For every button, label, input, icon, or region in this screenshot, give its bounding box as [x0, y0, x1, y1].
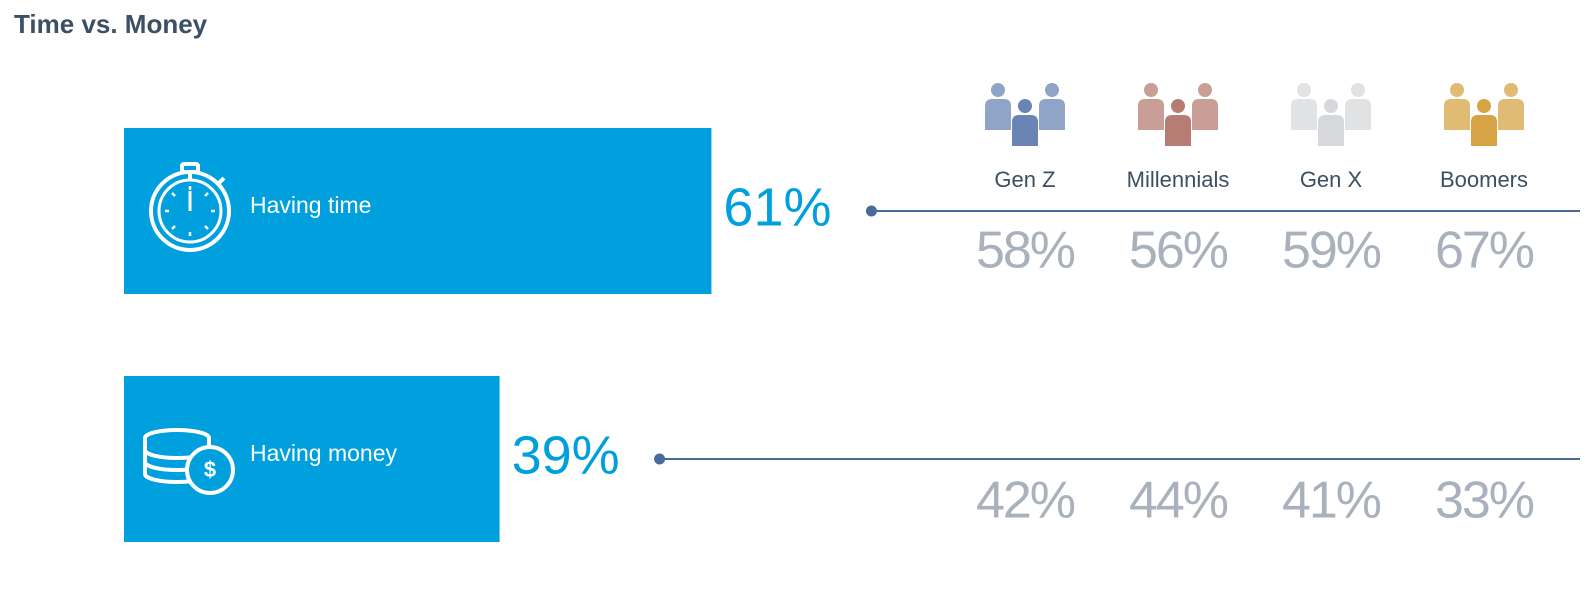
leader-dot [654, 453, 666, 465]
person-body [1291, 99, 1317, 130]
person-body [1039, 99, 1065, 130]
person-body [1345, 99, 1371, 130]
people-icon [1291, 83, 1371, 146]
legend-label: Millennials [1127, 167, 1230, 192]
chart-title: Time vs. Money [14, 9, 208, 39]
person-body [1138, 99, 1164, 130]
stopwatch-icon [149, 162, 231, 252]
series-value-label: 42% [976, 472, 1075, 530]
person-body [1498, 99, 1524, 130]
series-value-label: 33% [1435, 472, 1534, 530]
value-label: 39% [512, 425, 620, 485]
series-value-label: 67% [1435, 222, 1534, 280]
person-body [1012, 115, 1038, 146]
leader-dot [865, 205, 877, 217]
person-body [1444, 99, 1470, 130]
person-head [1351, 83, 1365, 97]
category-label: Having money [250, 440, 398, 466]
legend-label: Gen X [1300, 167, 1363, 192]
person-head [991, 83, 1005, 97]
bars [124, 128, 712, 542]
series-value-label: 56% [1129, 222, 1228, 280]
legend-label: Boomers [1440, 167, 1528, 192]
person-body [1318, 115, 1344, 146]
person-head [1144, 83, 1158, 97]
people-icon [1444, 83, 1524, 146]
person-head [1018, 99, 1032, 113]
person-head [1324, 99, 1338, 113]
person-body [1471, 115, 1497, 146]
people-icon [1138, 83, 1218, 146]
series-value-label: 59% [1282, 222, 1381, 280]
person-head [1504, 83, 1518, 97]
legend-label: Gen Z [994, 167, 1055, 192]
svg-text:$: $ [204, 457, 216, 482]
coins-icon: $ [143, 428, 235, 495]
person-head [1477, 99, 1491, 113]
person-head [1045, 83, 1059, 97]
person-head [1198, 83, 1212, 97]
person-head [1297, 83, 1311, 97]
person-body [1165, 115, 1191, 146]
category-label: Having time [250, 192, 371, 218]
person-body [1192, 99, 1218, 130]
person-body [985, 99, 1011, 130]
series-value-label: 58% [976, 222, 1075, 280]
person-head [1450, 83, 1464, 97]
value-label: 61% [723, 177, 831, 237]
people-icon [985, 83, 1065, 146]
series-value-label: 44% [1129, 472, 1228, 530]
person-head [1171, 99, 1185, 113]
series-value-label: 41% [1282, 472, 1381, 530]
